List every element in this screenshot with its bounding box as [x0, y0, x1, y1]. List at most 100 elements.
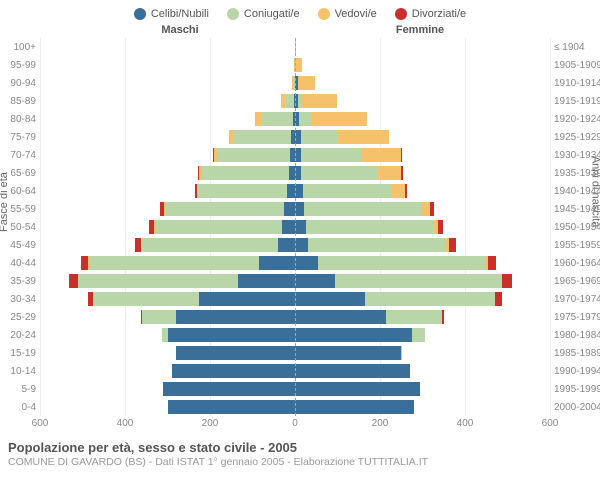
birth-year-label: 1945-1949: [554, 204, 600, 215]
bar-segment: [176, 310, 295, 324]
bar-segment: [295, 238, 308, 252]
bar-female: [295, 346, 550, 360]
bar-male: [40, 292, 295, 306]
bar-male: [40, 346, 295, 360]
bar-male: [40, 58, 295, 72]
legend-label: Divorziati/e: [412, 8, 466, 20]
bar-female: [295, 76, 550, 90]
bar-segment: [298, 76, 315, 90]
bar-segment: [284, 202, 295, 216]
bar-segment: [304, 202, 421, 216]
x-axis: 200400600 0200400600: [40, 416, 550, 434]
birth-year-label: 1965-1969: [554, 276, 600, 287]
bar-male: [40, 166, 295, 180]
x-tick: 400: [457, 418, 474, 429]
bar-female: [295, 58, 550, 72]
bar-segment: [233, 130, 290, 144]
x-tick: 600: [32, 418, 49, 429]
bar-segment: [401, 148, 402, 162]
birth-year-label: 1940-1944: [554, 186, 600, 197]
birth-year-label: 1980-1984: [554, 330, 600, 341]
legend-item: Divorziati/e: [395, 8, 466, 20]
birth-year-label: 1975-1979: [554, 312, 600, 323]
age-label: 55-59: [2, 204, 36, 215]
bar-segment: [301, 94, 337, 108]
bar-segment: [365, 292, 495, 306]
chart-subtitle: COMUNE DI GAVARDO (BS) - Dati ISTAT 1° g…: [8, 456, 592, 468]
grid-line: [550, 38, 551, 416]
legend-label: Celibi/Nubili: [151, 8, 209, 20]
age-label: 50-54: [2, 222, 36, 233]
bar-segment: [438, 220, 443, 234]
age-label: 65-69: [2, 168, 36, 179]
bar-segment: [306, 220, 434, 234]
bar-male: [40, 76, 295, 90]
chart-title: Popolazione per età, sesso e stato civil…: [8, 440, 592, 455]
bar-segment: [430, 202, 434, 216]
bar-female: [295, 166, 550, 180]
bar-segment: [142, 238, 278, 252]
bar-male: [40, 274, 295, 288]
bar-segment: [295, 58, 301, 72]
bar-segment: [142, 310, 176, 324]
x-tick: 200: [202, 418, 219, 429]
bar-female: [295, 292, 550, 306]
birth-year-label: 1920-1924: [554, 114, 600, 125]
legend: Celibi/NubiliConiugati/eVedovi/eDivorzia…: [0, 0, 600, 24]
bar-female: [295, 256, 550, 270]
bar-segment: [93, 292, 199, 306]
bar-male: [40, 364, 295, 378]
bar-segment: [301, 166, 378, 180]
bar-female: [295, 328, 550, 342]
bar-segment: [318, 256, 486, 270]
bar-female: [295, 202, 550, 216]
bar-segment: [301, 130, 337, 144]
bar-segment: [386, 310, 441, 324]
bar-segment: [312, 112, 367, 126]
bar-segment: [495, 292, 501, 306]
header-male: Maschi: [60, 24, 300, 36]
bar-segment: [295, 346, 401, 360]
bar-segment: [412, 328, 425, 342]
legend-label: Vedovi/e: [335, 8, 377, 20]
bar-segment: [172, 364, 295, 378]
x-tick: 400: [117, 418, 134, 429]
birth-year-label: 1925-1929: [554, 132, 600, 143]
age-label: 10-14: [2, 366, 36, 377]
x-tick: 600: [542, 418, 559, 429]
bar-female: [295, 238, 550, 252]
bar-segment: [295, 382, 420, 396]
bar-segment: [488, 256, 496, 270]
age-label: 100+: [2, 42, 36, 53]
bar-segment: [168, 400, 296, 414]
bar-segment: [361, 148, 401, 162]
age-label: 60-64: [2, 186, 36, 197]
bar-segment: [218, 148, 290, 162]
age-label: 70-74: [2, 150, 36, 161]
bar-male: [40, 400, 295, 414]
bar-segment: [259, 256, 295, 270]
age-label: 25-29: [2, 312, 36, 323]
bar-female: [295, 112, 550, 126]
age-label: 0-4: [2, 402, 36, 413]
bar-segment: [78, 274, 237, 288]
birth-year-label: 1935-1939: [554, 168, 600, 179]
age-label: 95-99: [2, 60, 36, 71]
bar-segment: [303, 184, 392, 198]
bar-segment: [338, 130, 389, 144]
bar-segment: [308, 238, 446, 252]
legend-item: Vedovi/e: [318, 8, 377, 20]
legend-swatch: [134, 8, 146, 20]
birth-year-label: 1930-1934: [554, 150, 600, 161]
bar-segment: [335, 274, 501, 288]
bar-male: [40, 130, 295, 144]
x-axis-left: 200400600: [40, 416, 295, 434]
birth-year-label: 1985-1989: [554, 348, 600, 359]
bar-segment: [199, 292, 295, 306]
bar-segment: [449, 238, 455, 252]
bar-female: [295, 382, 550, 396]
bar-segment: [287, 184, 295, 198]
bar-segment: [163, 382, 295, 396]
header-female: Femmine: [300, 24, 540, 36]
bar-segment: [401, 166, 402, 180]
